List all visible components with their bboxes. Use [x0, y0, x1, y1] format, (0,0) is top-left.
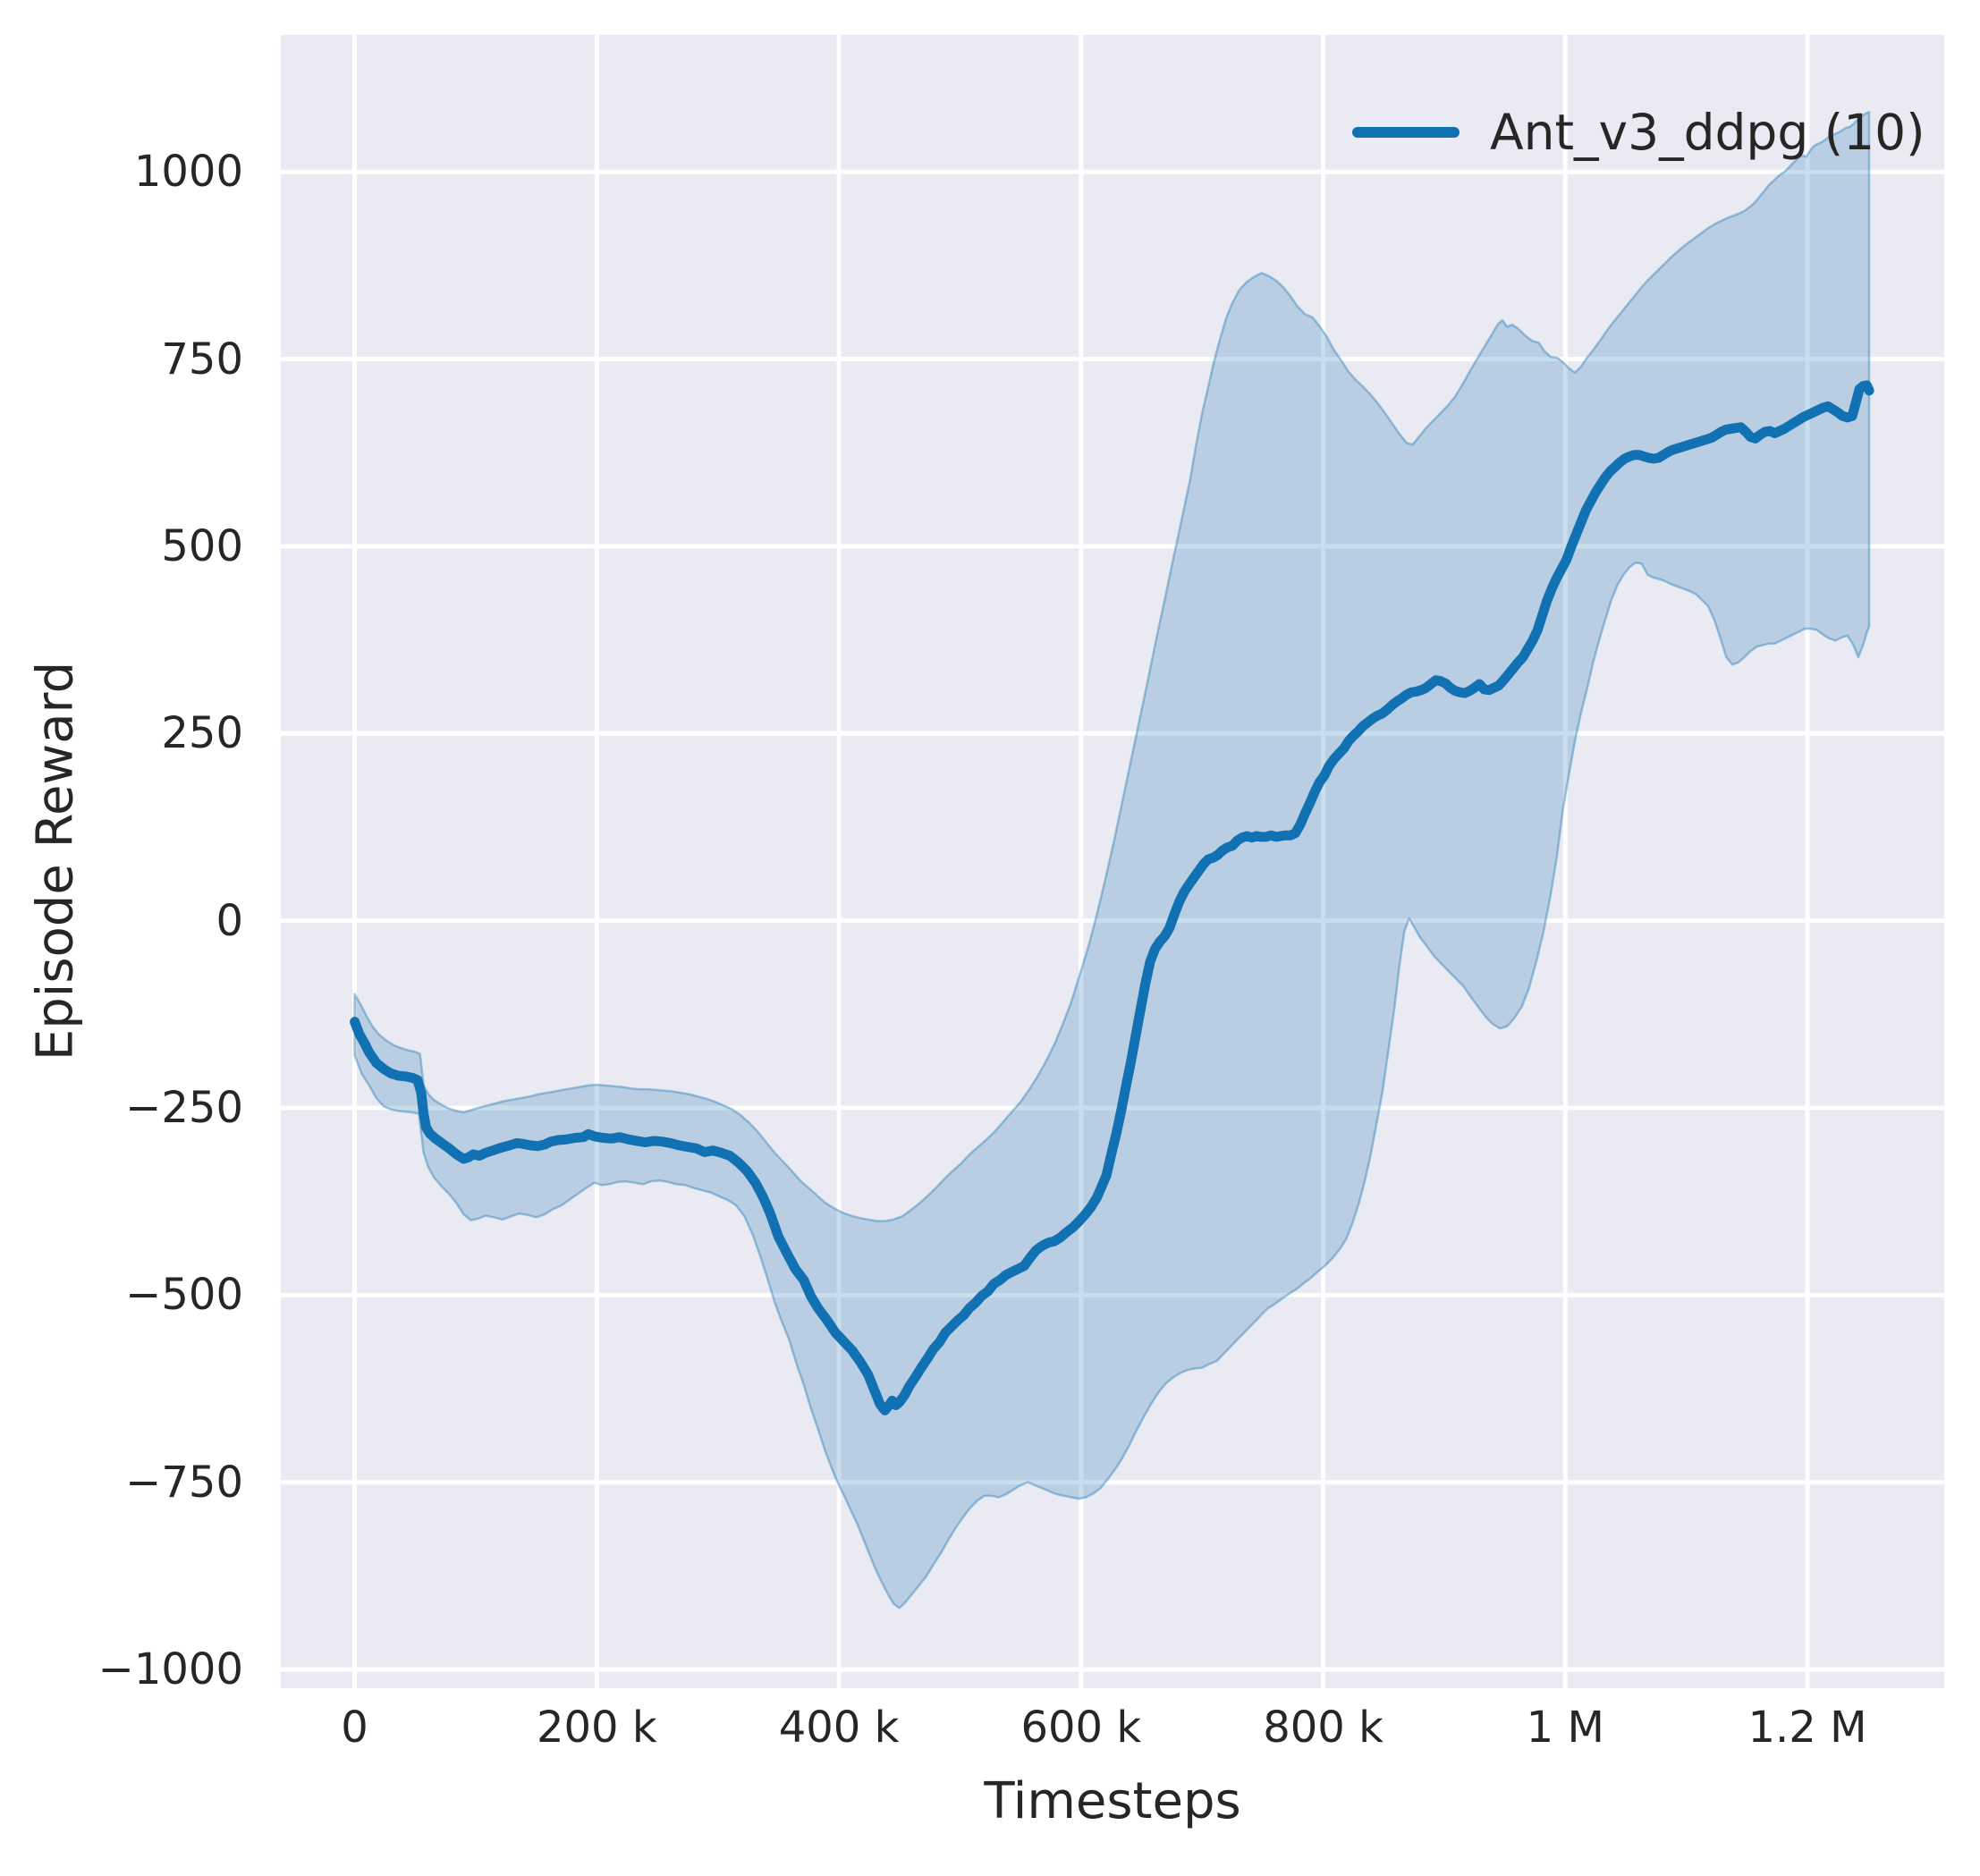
y-tick-label: −250 [125, 1083, 243, 1133]
y-tick-label: 1000 [133, 147, 243, 198]
x-tick-label: 800 k [1263, 1703, 1383, 1753]
x-tick-label: 400 k [778, 1703, 900, 1753]
y-axis-label: Episode Reward [26, 661, 85, 1061]
x-tick-label: 0 [341, 1703, 368, 1753]
legend: Ant_v3_ddpg (10) [1352, 100, 1925, 165]
legend-line-swatch [1352, 127, 1460, 138]
x-axis-label: Timesteps [984, 1772, 1241, 1830]
x-tick-label: 200 k [536, 1703, 657, 1753]
y-tick-label: −500 [125, 1270, 243, 1321]
y-tick-label: −750 [125, 1457, 243, 1508]
plot-area [281, 35, 1944, 1688]
x-tick-label: 1 M [1526, 1703, 1604, 1753]
y-tick-label: 750 [161, 334, 243, 384]
x-tick-label: 600 k [1020, 1703, 1142, 1753]
y-tick-label: 500 [161, 520, 243, 571]
x-tick-label: 1.2 M [1747, 1703, 1867, 1753]
mean-line [350, 380, 1874, 1415]
legend-label: Ant_v3_ddpg (10) [1490, 104, 1925, 161]
y-tick-label: −1000 [97, 1644, 243, 1695]
confidence-band [353, 111, 1871, 1610]
y-tick-label: 250 [161, 708, 243, 759]
y-tick-label: 0 [216, 895, 243, 946]
